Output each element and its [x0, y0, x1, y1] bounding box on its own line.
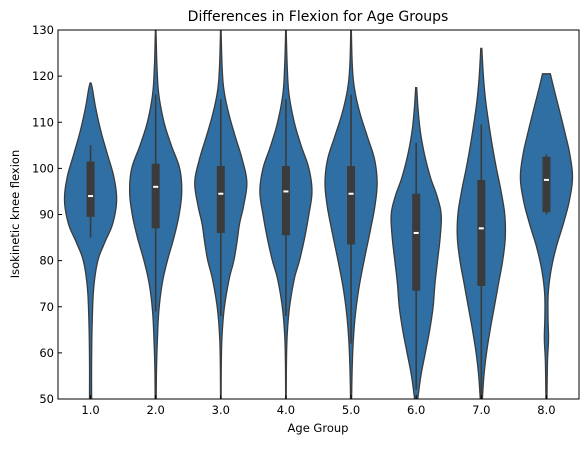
x-tick-label-7.0: 7.0: [472, 403, 490, 417]
x-tick-label-5.0: 5.0: [342, 403, 360, 417]
y-tick-label-100: 100: [32, 161, 54, 175]
median-marker-8.0: [543, 178, 549, 181]
x-tick-label-6.0: 6.0: [407, 403, 425, 417]
iqr-box-6.0: [412, 193, 421, 291]
x-axis-label: Age Group: [288, 421, 349, 435]
iqr-box-3.0: [216, 166, 225, 233]
y-tick-label-60: 60: [39, 346, 54, 360]
y-tick-label-50: 50: [39, 392, 54, 406]
y-tick-label-110: 110: [32, 115, 54, 129]
median-marker-4.0: [283, 190, 289, 193]
x-tick-label-8.0: 8.0: [537, 403, 555, 417]
y-tick-label-90: 90: [39, 208, 54, 222]
median-marker-1.0: [88, 195, 94, 198]
x-tick-label-3.0: 3.0: [212, 403, 230, 417]
median-marker-2.0: [153, 185, 159, 188]
iqr-box-5.0: [347, 166, 356, 245]
y-axis: 50 60 70 80 90 100 110 120 130: [32, 23, 62, 406]
median-marker-6.0: [413, 231, 419, 234]
x-axis: 1.0 2.0 3.0 4.0 5.0 6.0 7.0 8.0: [81, 395, 556, 417]
y-tick-label-80: 80: [39, 254, 54, 268]
violins-layer: [63, 30, 574, 399]
x-tick-label-4.0: 4.0: [277, 403, 295, 417]
violin-8.0: [519, 73, 574, 399]
y-tick-label-120: 120: [32, 69, 54, 83]
x-tick-label-1.0: 1.0: [81, 403, 99, 417]
violin-1.0: [63, 82, 118, 399]
median-marker-5.0: [348, 192, 354, 195]
y-tick-label-130: 130: [32, 23, 54, 37]
iqr-box-8.0: [542, 156, 551, 213]
median-marker-7.0: [478, 227, 484, 230]
y-tick-label-70: 70: [39, 300, 54, 314]
iqr-box-4.0: [281, 166, 290, 236]
median-marker-3.0: [218, 192, 224, 195]
iqr-box-7.0: [477, 179, 486, 286]
chart-title: Differences in Flexion for Age Groups: [188, 9, 449, 25]
iqr-box-2.0: [151, 163, 160, 229]
iqr-box-1.0: [86, 161, 95, 217]
x-tick-label-2.0: 2.0: [147, 403, 165, 417]
y-axis-label: Isokinetic knee flexion: [8, 150, 22, 279]
